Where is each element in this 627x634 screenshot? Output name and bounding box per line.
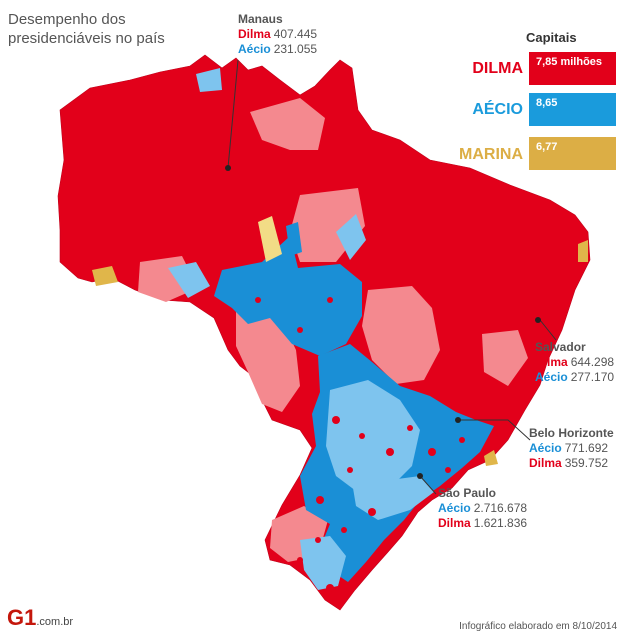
light-blue-roraima: [196, 68, 222, 92]
callout-manaus-row-1: Dilma 407.445: [238, 27, 317, 42]
footer-note: Infográfico elaborado em 8/10/2014: [459, 621, 617, 632]
callout-salvador-city: Salvador: [535, 340, 586, 354]
callout-bh-city: Belo Horizonte: [529, 426, 614, 440]
light-red-ne: [482, 330, 528, 386]
light-blue-center: [326, 380, 420, 494]
vote-count: 771.692: [564, 441, 609, 455]
callout-salvador-row-2: Aécio 277.170: [535, 370, 614, 385]
mixed-speckles: [255, 297, 465, 592]
vote-count: 277.170: [570, 370, 615, 384]
light-red-goias: [362, 286, 440, 384]
capitais-value-aecio: 8,65: [536, 97, 558, 109]
capitais-bar-aecio: 8,65: [529, 93, 616, 126]
callout-salvador: Salvador Dilma 644.298 Aécio 277.170: [535, 340, 614, 385]
callout-sp-row-2: Dilma 1.621.836: [438, 516, 527, 531]
bh-leader: [458, 419, 531, 441]
manaus-dot: [225, 165, 231, 171]
light-blue-south: [300, 536, 346, 590]
light-blue-sp: [350, 470, 434, 520]
salvador-dot: [535, 317, 541, 323]
vote-count: 644.298: [570, 355, 615, 369]
yellow-mg: [484, 450, 498, 466]
candidate-name: Dilma: [438, 516, 471, 530]
g1-domain: .com.br: [36, 616, 74, 628]
bh-dot: [455, 417, 461, 423]
vote-count: 231.055: [273, 42, 318, 56]
sp-dot: [417, 473, 423, 479]
candidate-name: Dilma: [529, 456, 562, 470]
sp-leader: [419, 475, 437, 495]
capitais-bar-marina: 6,77: [529, 137, 616, 170]
capitais-label-marina: MARINA: [459, 146, 523, 163]
city-dots: [225, 165, 541, 479]
blue-mato-grosso: [214, 236, 362, 356]
callout-salvador-row-1: Dilma 644.298: [535, 355, 614, 370]
blue-spot-amazon: [286, 222, 302, 256]
capitais-label-dilma: DILMA: [472, 60, 523, 77]
callout-manaus: Manaus Dilma 407.445 Aécio 231.055: [238, 12, 317, 57]
callout-bh: Belo Horizonte Aécio 771.692 Dilma 359.752: [529, 426, 614, 471]
salvador-leader: [539, 319, 557, 341]
vote-count: 407.445: [273, 27, 318, 41]
candidate-name: Dilma: [238, 27, 271, 41]
callout-sp-row-1: Aécio 2.716.678: [438, 501, 527, 516]
callout-bh-row-2: Dilma 359.752: [529, 456, 614, 471]
candidate-name: Dilma: [535, 355, 568, 369]
callout-manaus-row-2: Aécio 231.055: [238, 42, 317, 57]
capitais-value-marina: 6,77: [536, 141, 558, 153]
candidate-name: Aécio: [535, 370, 568, 384]
light-blue-rondonia: [168, 262, 210, 298]
callout-bh-row-1: Aécio 771.692: [529, 441, 614, 456]
light-red-north: [250, 98, 325, 150]
g1-logo-text: G1: [7, 605, 37, 630]
yellow-amazonas: [258, 216, 282, 262]
chart-title: Desempenho dos presidenciáveis no país: [8, 11, 165, 47]
candidate-name: Aécio: [238, 42, 271, 56]
callout-sp: São Paulo Aécio 2.716.678 Dilma 1.621.836: [438, 486, 527, 531]
vote-count: 2.716.678: [473, 501, 528, 515]
leader-lines: [227, 59, 557, 495]
candidate-name: Aécio: [529, 441, 562, 455]
capitais-value-dilma: 7,85 milhões: [536, 56, 603, 68]
capitais-title: Capitais: [526, 30, 577, 45]
capitais-label-aecio: AÉCIO: [472, 101, 523, 118]
callout-sp-city: São Paulo: [438, 486, 497, 500]
callout-manaus-city: Manaus: [238, 12, 283, 26]
light-blue-amapa: [336, 214, 366, 260]
yellow-pernambuco: [578, 240, 588, 262]
yellow-acre: [92, 266, 118, 286]
g1-logo[interactable]: G1.com.br: [7, 605, 73, 631]
vote-count: 359.752: [564, 456, 609, 470]
capitais-bar-dilma: 7,85 milhões: [529, 52, 616, 85]
candidate-name: Aécio: [438, 501, 471, 515]
manaus-leader: [227, 59, 239, 169]
vote-count: 1.621.836: [473, 516, 528, 530]
